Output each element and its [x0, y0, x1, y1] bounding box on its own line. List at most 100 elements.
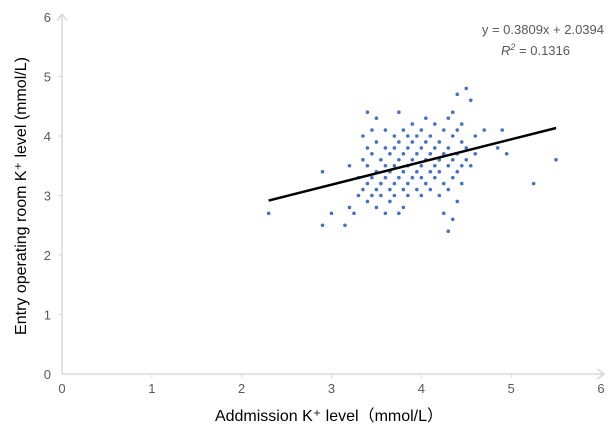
data-point [468, 163, 473, 168]
data-point [482, 128, 487, 132]
data-point [401, 152, 406, 156]
data-point [401, 128, 406, 132]
r-squared-value: = 0.1316 [515, 43, 570, 58]
data-point [397, 158, 401, 162]
y-tick-label: 2 [44, 248, 51, 263]
data-point [419, 175, 424, 180]
data-point [437, 169, 442, 174]
data-point [401, 205, 406, 210]
data-point [379, 193, 383, 198]
data-point [450, 134, 455, 138]
data-point [406, 134, 410, 138]
y-tick-label: 6 [44, 10, 51, 25]
data-point [446, 229, 451, 233]
data-point [365, 163, 370, 168]
data-point [392, 146, 397, 150]
data-point [455, 128, 460, 132]
trendline-equation: y = 0.3809x + 2.0394 [482, 22, 604, 37]
data-point [410, 175, 415, 180]
data-point [446, 146, 451, 150]
y-tick-label: 5 [44, 70, 51, 85]
x-tick-label: 0 [58, 381, 65, 396]
data-point [383, 175, 388, 180]
data-point [347, 205, 352, 210]
data-point [379, 158, 383, 162]
data-point [410, 158, 415, 162]
data-point [455, 169, 460, 174]
data-point [392, 134, 397, 138]
data-point [459, 122, 464, 126]
data-point [406, 146, 410, 150]
data-point [397, 175, 401, 180]
data-point [370, 128, 374, 132]
data-point [352, 211, 356, 216]
data-point [410, 122, 415, 126]
data-point [554, 158, 558, 162]
data-point [424, 181, 428, 186]
data-point [500, 128, 504, 132]
r-squared-symbol: R [501, 43, 510, 58]
y-tick-label: 4 [44, 129, 51, 144]
data-point [441, 181, 446, 186]
data-point [495, 146, 500, 150]
y-tick-label: 1 [44, 308, 51, 323]
data-point [473, 134, 478, 138]
data-point [455, 199, 460, 204]
data-point [433, 122, 437, 126]
x-tick-label: 3 [328, 381, 335, 396]
data-point [320, 169, 325, 174]
data-point [329, 211, 334, 216]
data-point [468, 98, 473, 103]
data-point [406, 193, 410, 198]
data-point [397, 110, 401, 114]
x-axis-title: Addmission K⁺ level（mmol/L） [215, 407, 443, 425]
data-point [459, 181, 464, 186]
x-tick-label: 4 [418, 381, 425, 396]
data-point [365, 199, 370, 204]
y-tick-label: 3 [44, 189, 51, 204]
data-point [383, 163, 388, 168]
r-squared-label: R2 = 0.1316 [501, 42, 570, 58]
data-point [459, 163, 464, 168]
data-point [397, 140, 401, 144]
data-point [356, 193, 361, 198]
data-point [459, 140, 464, 144]
data-point [419, 146, 424, 150]
data-point [464, 86, 469, 91]
data-point [419, 193, 424, 198]
data-point [428, 187, 433, 192]
data-point [383, 128, 388, 132]
x-tick-label: 6 [597, 381, 604, 396]
data-point [424, 116, 428, 120]
data-point [361, 187, 365, 192]
data-point [446, 163, 451, 168]
data-point [406, 181, 410, 186]
data-point [455, 92, 460, 97]
data-point [415, 169, 419, 174]
data-point [450, 175, 455, 180]
data-point [433, 175, 437, 180]
data-point [397, 211, 401, 216]
data-point [365, 146, 370, 150]
data-point [374, 187, 379, 192]
data-point [383, 211, 388, 216]
data-point [450, 217, 455, 222]
data-point [388, 187, 392, 192]
data-point [450, 110, 455, 114]
data-point [419, 128, 424, 132]
data-point [388, 152, 392, 156]
data-point [361, 134, 365, 138]
data-point [464, 146, 469, 150]
data-point [428, 134, 433, 138]
y-tick-label: 0 [44, 367, 51, 382]
data-point [437, 193, 442, 198]
data-point [370, 193, 374, 198]
data-point [370, 175, 374, 180]
trendline [268, 126, 557, 202]
data-point [464, 158, 469, 162]
data-point [401, 169, 406, 174]
data-point [441, 128, 446, 132]
data-point [374, 205, 379, 210]
data-point [401, 187, 406, 192]
